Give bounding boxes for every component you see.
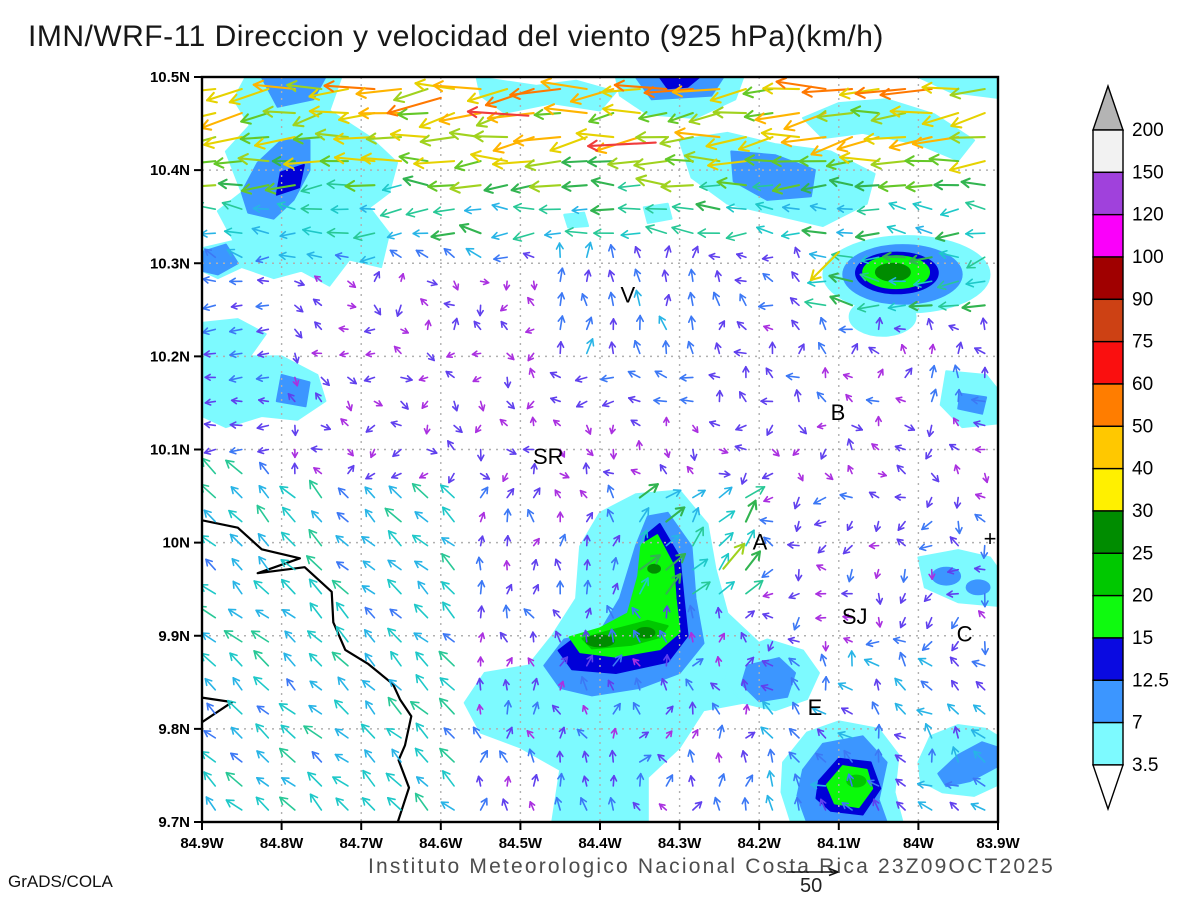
- colorbar-label: 7: [1132, 713, 1143, 734]
- plot-title: IMN/WRF-11 Direccion y velocidad del vie…: [28, 20, 884, 53]
- svg-text:84.4W: 84.4W: [578, 835, 622, 852]
- colorbar-label: 20: [1132, 586, 1153, 607]
- reference-vector-arrow: [786, 867, 839, 877]
- colorbar-label: 3.5: [1132, 755, 1158, 776]
- svg-text:10.3N: 10.3N: [150, 255, 190, 272]
- svg-text:84.7W: 84.7W: [340, 835, 384, 852]
- svg-text:10.2N: 10.2N: [150, 348, 190, 365]
- station-label-C: C: [957, 621, 973, 646]
- station-label-SR: SR: [533, 444, 564, 469]
- svg-text:9.9N: 9.9N: [158, 628, 190, 645]
- colorbar-label: 15: [1132, 628, 1153, 649]
- station-labels: V B SR A SJ C E +: [533, 282, 996, 720]
- colorbar-label: 100: [1132, 247, 1164, 268]
- svg-text:84.8W: 84.8W: [260, 835, 304, 852]
- colorbar-label: 90: [1132, 289, 1153, 310]
- svg-text:84.5W: 84.5W: [499, 835, 543, 852]
- station-label-E: E: [808, 695, 823, 720]
- station-label-+: +: [984, 526, 997, 551]
- colorbar: 200 150 120 100 90 75 60 50 40 30 25 20 15 12.5 7 3.5: [1092, 83, 1169, 812]
- svg-text:84.2W: 84.2W: [738, 835, 782, 852]
- station-label-SJ: SJ: [842, 604, 868, 629]
- svg-text:10.1N: 10.1N: [150, 442, 190, 459]
- svg-text:84.3W: 84.3W: [658, 835, 702, 852]
- reference-vector-label: 50: [800, 875, 823, 897]
- colorbar-label: 150: [1132, 162, 1164, 183]
- wind-vectors: [202, 77, 990, 811]
- axes: 84.9W 84.8W 84.7W 84.6W 84.5W 84.4W 84.3W 84.2W…: [150, 69, 1021, 852]
- footer-caption: Instituto Meteorologico Nacional Costa R…: [368, 855, 1055, 878]
- colorbar-label: 50: [1132, 416, 1153, 437]
- svg-text:84.6W: 84.6W: [419, 835, 463, 852]
- svg-text:84.9W: 84.9W: [180, 835, 224, 852]
- colorbar-label: 25: [1132, 543, 1153, 564]
- colorbar-label: 60: [1132, 374, 1153, 395]
- svg-text:10.5N: 10.5N: [150, 69, 190, 86]
- svg-text:9.7N: 9.7N: [158, 814, 190, 831]
- svg-text:10N: 10N: [162, 535, 190, 552]
- colorbar-label: 40: [1132, 459, 1153, 480]
- gridlines: [202, 77, 998, 822]
- grads-credit: GrADS/COLA: [8, 872, 113, 891]
- station-label-V: V: [621, 282, 636, 307]
- svg-text:10.4N: 10.4N: [150, 162, 190, 179]
- station-label-B: B: [831, 400, 846, 425]
- svg-text:9.8N: 9.8N: [158, 721, 190, 738]
- svg-text:83.9W: 83.9W: [976, 835, 1020, 852]
- station-label-A: A: [753, 530, 768, 555]
- colorbar-label: 75: [1132, 332, 1153, 353]
- colorbar-label: 120: [1132, 205, 1164, 226]
- colorbar-label: 30: [1132, 501, 1153, 522]
- svg-text:84W: 84W: [903, 835, 935, 852]
- colorbar-label: 200: [1132, 120, 1164, 141]
- colorbar-label: 12.5: [1132, 670, 1169, 691]
- svg-text:84.1W: 84.1W: [817, 835, 861, 852]
